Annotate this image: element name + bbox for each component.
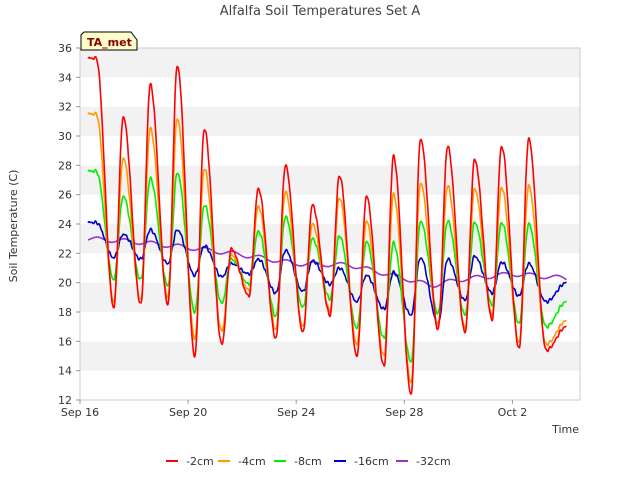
y-tick-label: 12 <box>58 394 72 407</box>
x-axis-ticks: Sep 16 Sep 20 Sep 24 Sep 28 Oct 2 <box>61 400 527 419</box>
y-tick-label: 24 <box>58 218 72 231</box>
legend-label: -4cm <box>238 455 266 468</box>
x-axis-label: Time <box>551 423 579 436</box>
y-axis-label: Soil Temperature (C) <box>7 170 20 283</box>
y-tick-label: 16 <box>58 335 72 348</box>
x-tick-label: Sep 28 <box>385 406 423 419</box>
station-badge-label: TA_met <box>87 36 132 49</box>
x-tick-label: Sep 24 <box>277 406 315 419</box>
y-tick-label: 20 <box>58 277 72 290</box>
legend: -2cm -4cm -8cm -16cm -32cm <box>166 455 451 468</box>
series-line-2cmcm <box>87 55 567 395</box>
x-tick-label: Sep 16 <box>61 406 99 419</box>
y-tick-label: 36 <box>58 42 72 55</box>
grid-band <box>80 136 580 166</box>
grid-band <box>80 282 580 312</box>
grid-bands <box>80 48 580 400</box>
grid-band <box>80 165 580 195</box>
y-tick-label: 34 <box>58 71 72 84</box>
legend-label: -16cm <box>354 455 389 468</box>
y-tick-label: 14 <box>58 365 72 378</box>
y-tick-label: 32 <box>58 101 72 114</box>
legend-label: -2cm <box>186 455 214 468</box>
legend-label: -32cm <box>416 455 451 468</box>
y-axis-ticks: 12 14 16 18 20 22 24 26 28 30 32 34 36 <box>58 42 80 407</box>
y-tick-label: 30 <box>58 130 72 143</box>
grid-band <box>80 253 580 283</box>
station-badge-box <box>80 31 138 51</box>
y-tick-label: 26 <box>58 189 72 202</box>
station-badge: TA_met <box>80 31 138 51</box>
legend-label: -8cm <box>294 455 322 468</box>
y-tick-label: 18 <box>58 306 72 319</box>
grid-band <box>80 77 580 107</box>
grid-band <box>80 106 580 136</box>
x-tick-label: Sep 20 <box>169 406 207 419</box>
y-tick-label: 28 <box>58 159 72 172</box>
grid-band <box>80 370 580 400</box>
series-lines <box>87 55 567 395</box>
y-tick-label: 22 <box>58 247 72 260</box>
x-tick-label: Oct 2 <box>498 406 528 419</box>
grid-band <box>80 48 580 78</box>
grid-band <box>80 341 580 371</box>
chart-title: Alfalfa Soil Temperatures Set A <box>220 4 421 19</box>
